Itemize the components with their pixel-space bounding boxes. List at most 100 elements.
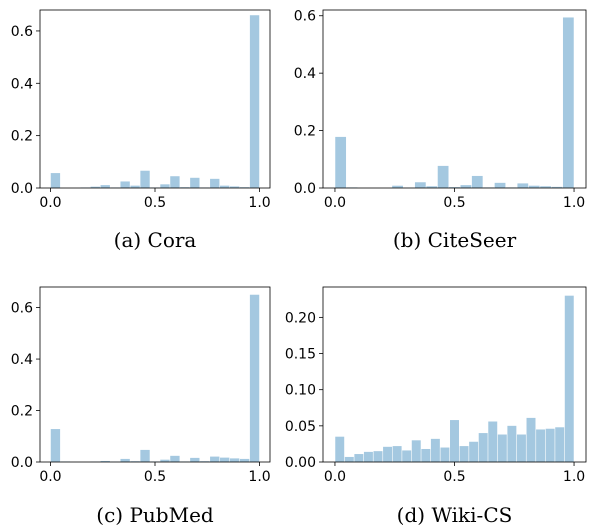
histogram-bar <box>528 185 540 188</box>
y-tick-label: 0.20 <box>285 310 316 326</box>
histogram-bar <box>478 433 488 462</box>
y-tick-label: 0.15 <box>285 347 316 363</box>
histogram-bar <box>354 454 364 462</box>
x-tick-label: 0.0 <box>39 469 61 485</box>
histogram-bar <box>421 448 431 462</box>
panel-caption: (a) Cora <box>114 228 197 252</box>
histogram-bar <box>536 429 546 462</box>
x-tick-label: 0.5 <box>443 469 465 485</box>
histogram-bar <box>210 178 220 188</box>
y-tick-label: 0.6 <box>11 24 33 40</box>
histogram-bar <box>160 459 170 462</box>
chart-panel: 0.0 0.5 1.0 0.0 0.2 0.4 0.6 (a) Cora <box>11 9 271 252</box>
x-tick-label: 0.5 <box>144 195 166 211</box>
histogram-bar <box>540 186 551 188</box>
histogram-bar <box>488 421 498 462</box>
x-tick-label: 0.0 <box>324 195 346 211</box>
histogram-bar <box>392 185 403 188</box>
histogram-bar <box>170 176 180 188</box>
y-tick-label: 0.4 <box>11 352 33 368</box>
histogram-bar <box>120 181 130 188</box>
histogram-bar <box>562 17 574 189</box>
x-tick-label: 0.5 <box>443 195 465 211</box>
histogram-bar <box>373 451 383 462</box>
y-tick-label: 0.00 <box>285 455 316 471</box>
y-tick-label: 0.0 <box>11 181 33 197</box>
x-tick-label: 1.0 <box>248 195 270 211</box>
axes-frame <box>39 286 271 463</box>
histogram-bar <box>130 185 140 188</box>
histogram-bar <box>414 182 426 188</box>
histogram-bar <box>140 449 150 462</box>
axes-frame <box>39 9 271 189</box>
histogram-bar <box>120 458 130 462</box>
panel-caption: (c) PubMed <box>96 503 214 525</box>
x-tick-label: 1.0 <box>563 195 585 211</box>
histogram-bar <box>494 182 506 188</box>
histogram-bar <box>50 173 61 188</box>
histogram-bar <box>160 184 170 188</box>
histogram-bar <box>517 183 529 188</box>
histogram-bar <box>430 438 440 462</box>
histogram-bar <box>335 136 347 188</box>
histogram-bar <box>469 441 479 462</box>
y-tick-label: 0.6 <box>294 9 316 25</box>
histogram-bar <box>497 434 507 462</box>
y-tick-label: 0.0 <box>11 455 33 471</box>
histogram-bar <box>50 429 61 462</box>
histogram-bar <box>100 460 110 462</box>
histogram-bar <box>450 420 459 462</box>
histogram-bar <box>471 175 483 188</box>
histogram-bar <box>392 446 402 462</box>
histogram-bar <box>551 186 563 188</box>
histogram-bar <box>229 458 240 462</box>
y-tick-label: 0.2 <box>11 404 33 420</box>
x-tick-label: 0.0 <box>324 469 346 485</box>
histogram-bar <box>140 170 150 188</box>
histogram-bar <box>170 455 180 462</box>
y-tick-label: 0.2 <box>294 124 316 140</box>
chart-panel: 0.0 0.5 1.0 0.0 0.2 0.4 0.6 (c) PubMed <box>11 286 271 525</box>
histogram-bar <box>90 186 100 188</box>
histogram-bar <box>555 427 565 462</box>
y-tick-label: 0.05 <box>285 419 316 435</box>
histogram-bar <box>220 185 230 188</box>
histogram-bar <box>545 428 555 462</box>
panel-caption: (d) Wiki-CS <box>397 503 513 525</box>
y-tick-label: 0.4 <box>11 76 33 92</box>
histogram-bar <box>220 457 230 462</box>
x-tick-label: 1.0 <box>248 469 270 485</box>
histogram-bar <box>249 294 260 462</box>
histogram-bar <box>249 15 260 189</box>
histogram-bar <box>210 456 220 462</box>
x-tick-label: 1.0 <box>563 469 585 485</box>
y-tick-label: 0.10 <box>285 383 316 399</box>
histogram-bar <box>459 446 469 462</box>
histogram-bar <box>411 440 421 462</box>
histogram-bar <box>402 450 412 462</box>
histogram-bar <box>440 447 450 462</box>
chart-panel: 0.0 0.5 1.0 0.00 0.05 0.10 0.15 0.20 (d) Wiki-CS <box>285 286 587 525</box>
y-tick-label: 0.4 <box>294 66 316 82</box>
histogram-bar <box>190 177 200 188</box>
histogram-bar <box>190 457 200 462</box>
histogram-bar <box>426 186 438 188</box>
histogram-bar <box>516 434 526 462</box>
axes-frame <box>322 9 587 189</box>
y-tick-label: 0.6 <box>11 301 33 317</box>
x-tick-label: 0.5 <box>144 469 166 485</box>
x-tick-label: 0.0 <box>39 195 61 211</box>
histogram-bar <box>564 295 574 462</box>
histogram-bar <box>344 456 354 462</box>
panel-caption: (b) CiteSeer <box>393 228 517 252</box>
histogram-bar <box>363 451 373 462</box>
histogram-bar <box>239 458 250 462</box>
histogram-bar <box>383 446 393 462</box>
histogram-bar <box>526 417 536 462</box>
histogram-bar <box>100 185 110 188</box>
y-tick-label: 0.2 <box>11 129 33 145</box>
histogram-bar <box>449 187 460 188</box>
y-tick-label: 0.0 <box>294 181 316 197</box>
histogram-bar <box>437 165 449 188</box>
